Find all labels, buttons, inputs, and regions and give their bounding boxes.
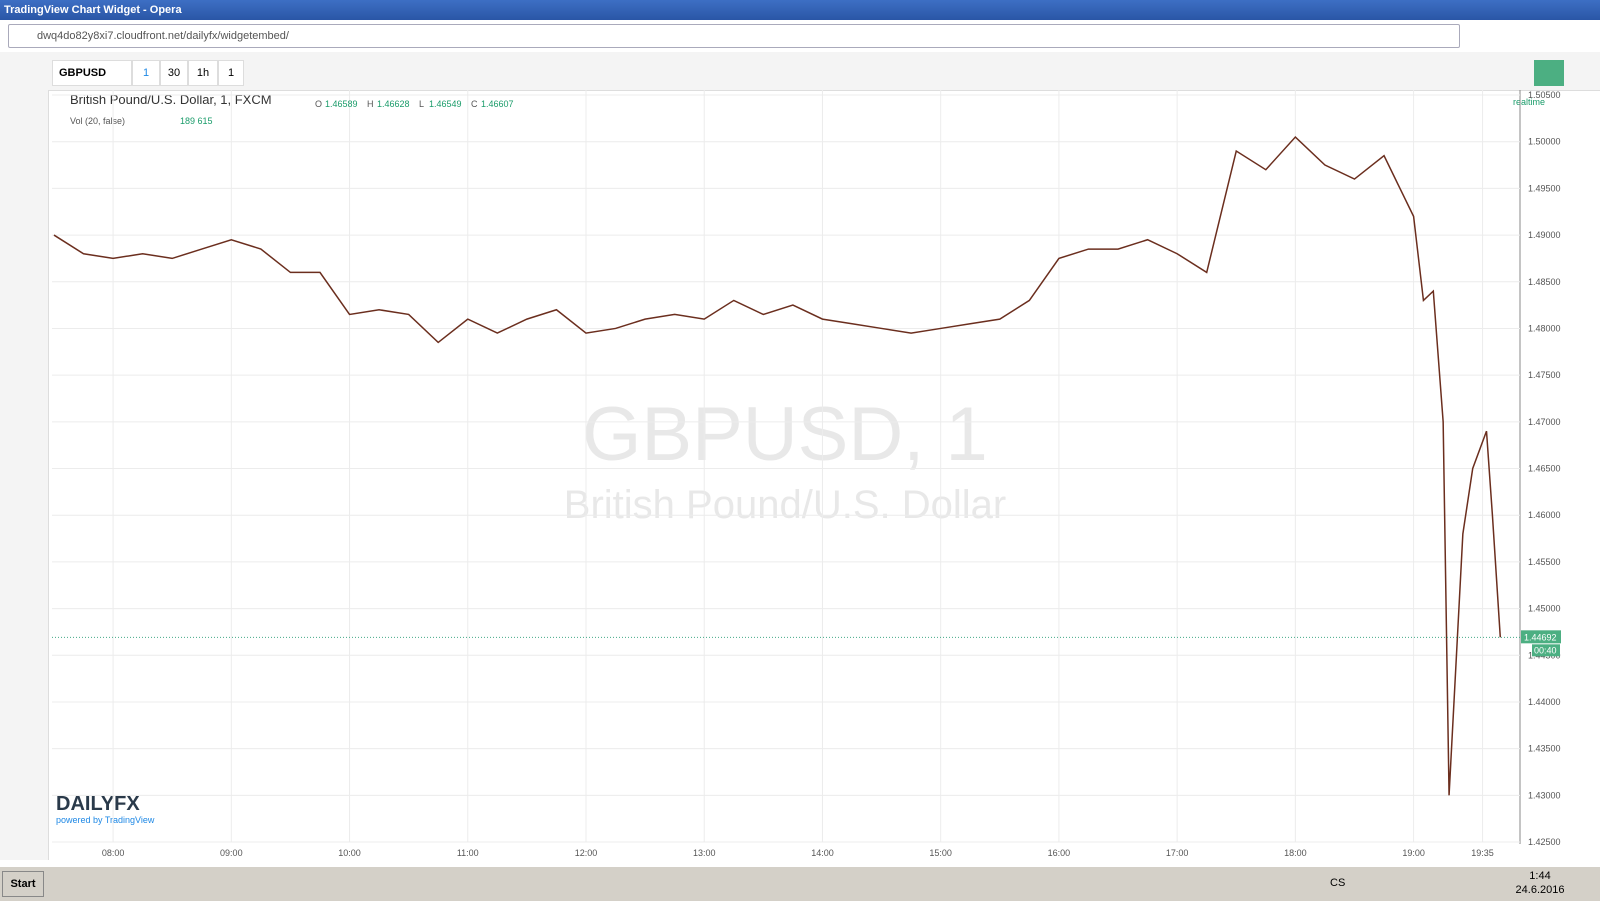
y-tick-label: 1.49000 xyxy=(1528,230,1561,240)
y-tick-label: 1.42500 xyxy=(1528,837,1561,847)
powered-by: powered by TradingView xyxy=(56,815,155,825)
clock-date: 24.6.2016 xyxy=(1515,884,1565,896)
drawing-sidebar xyxy=(0,90,49,860)
y-tick-label: 1.48000 xyxy=(1528,323,1561,333)
ohlc-label: O xyxy=(315,99,322,109)
countdown-box xyxy=(1532,644,1560,657)
x-tick-label: 16:00 xyxy=(1048,848,1071,858)
y-tick-label: 1.45000 xyxy=(1528,604,1561,614)
last-price-box xyxy=(1521,630,1561,644)
toolbar xyxy=(0,52,1600,91)
y-tick-label: 1.45500 xyxy=(1528,557,1561,567)
y-tick-label: 1.46500 xyxy=(1528,464,1561,474)
y-tick-label: 1.43000 xyxy=(1528,790,1561,800)
start-button[interactable]: Start xyxy=(2,871,44,897)
clock-time: 1:44 xyxy=(1529,870,1551,882)
interval-button[interactable]: 30 xyxy=(160,60,188,86)
price-line xyxy=(53,135,1502,796)
x-tick-label: 15:00 xyxy=(929,848,952,858)
language[interactable]: CS xyxy=(1330,877,1346,889)
x-tick-label: 08:00 xyxy=(102,848,125,858)
ohlc-value: 1.46607 xyxy=(481,99,514,109)
y-tick-label: 1.48500 xyxy=(1528,277,1561,287)
y-tick-label: 1.50000 xyxy=(1528,137,1561,147)
ohlc-label: H xyxy=(367,99,374,109)
interval-button[interactable]: 1h xyxy=(188,60,218,86)
x-tick-label: 10:00 xyxy=(338,848,361,858)
x-tick-label: 17:00 xyxy=(1166,848,1189,858)
symbol-input[interactable]: GBPUSD xyxy=(52,60,132,86)
x-tick-label: 19:00 xyxy=(1402,848,1425,858)
y-tick-label: 1.47500 xyxy=(1528,370,1561,380)
x-tick-label: 14:00 xyxy=(811,848,834,858)
chart-title: British Pound/U.S. Dollar, 1, FXCM xyxy=(70,92,272,107)
watermark: GBPUSD, 1 xyxy=(582,392,987,477)
watermark: British Pound/U.S. Dollar xyxy=(564,483,1006,527)
interval-button[interactable]: 1 xyxy=(132,60,160,86)
x-tick-label: 19:35 xyxy=(1471,848,1494,858)
last-price-label: 1.44692 xyxy=(1524,632,1557,642)
ohlc-value: 1.46549 xyxy=(429,99,462,109)
ohlc-value: 1.46589 xyxy=(325,99,358,109)
y-tick-label: 1.44000 xyxy=(1528,697,1561,707)
x-tick-label: 12:00 xyxy=(575,848,598,858)
status: realtime xyxy=(1513,97,1545,107)
logo: DAILYFX xyxy=(56,793,140,815)
address-bar[interactable]: dwq4do82y8xi7.cloudfront.net/dailyfx/wid… xyxy=(8,24,1460,48)
y-tick-label: 1.46000 xyxy=(1528,510,1561,520)
ohlc-label: C xyxy=(471,99,478,109)
y-tick-label: 1.49500 xyxy=(1528,183,1561,193)
volume-value: 189 615 xyxy=(180,116,213,126)
volume-label: Vol (20, false) xyxy=(70,116,125,126)
y-tick-label: 1.47000 xyxy=(1528,417,1561,427)
x-tick-label: 18:00 xyxy=(1284,848,1307,858)
y-tick-label: 1.50500 xyxy=(1528,90,1561,100)
x-tick-label: 09:00 xyxy=(220,848,243,858)
snapshot-button[interactable] xyxy=(1534,60,1564,86)
taskbar: Start CS 1:44 24.6.2016 xyxy=(0,866,1600,901)
window-title: TradingView Chart Widget - Opera xyxy=(0,0,1600,20)
ohlc-value: 1.46628 xyxy=(377,99,410,109)
chart: British Pound/U.S. Dollar, 1, FXCM Vol (… xyxy=(52,90,1561,858)
x-tick-label: 13:00 xyxy=(693,848,716,858)
countdown: 00:40 xyxy=(1534,645,1557,655)
x-tick-label: 11:00 xyxy=(457,848,479,858)
interval-button[interactable]: 1 xyxy=(218,60,244,86)
ohlc-label: L xyxy=(419,99,424,109)
y-tick-label: 1.43500 xyxy=(1528,744,1561,754)
